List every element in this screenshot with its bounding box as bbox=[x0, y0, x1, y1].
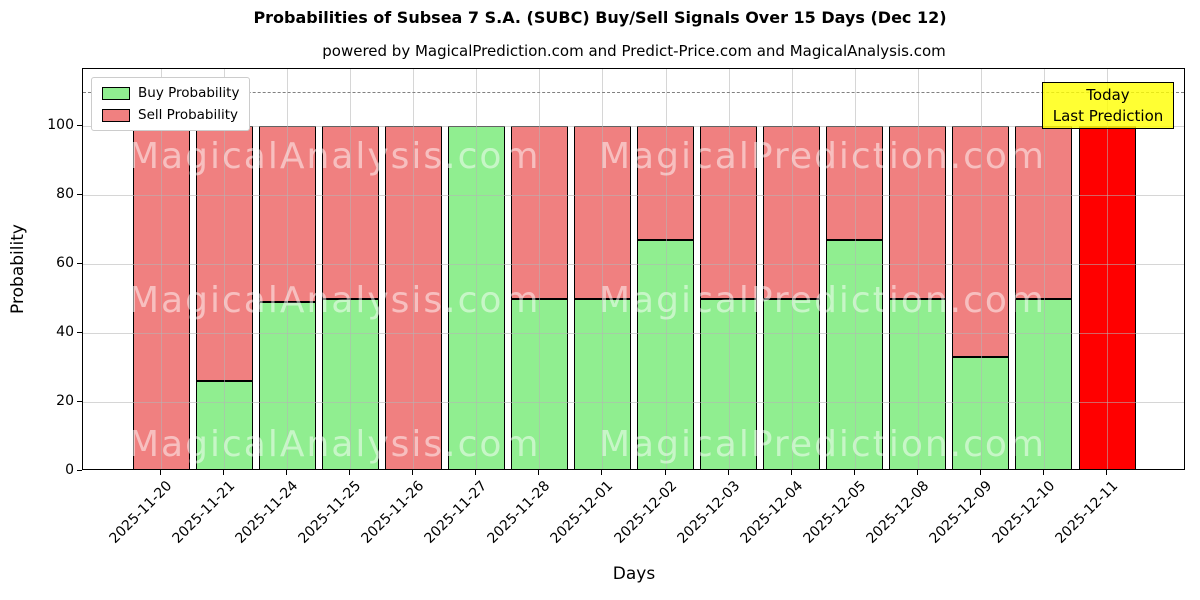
x-tick-label: 2025-11-27 bbox=[421, 478, 491, 547]
x-tick-mark bbox=[664, 470, 666, 475]
gridline-vertical bbox=[539, 69, 541, 469]
gridline-horizontal bbox=[83, 402, 1184, 403]
gridline-vertical bbox=[602, 69, 604, 469]
gridline-vertical bbox=[728, 69, 730, 469]
legend-label-sell: Sell Probability bbox=[138, 107, 239, 123]
gridline-vertical bbox=[350, 69, 352, 469]
x-tick-label: 2025-11-21 bbox=[169, 478, 239, 547]
x-tick-label: 2025-11-25 bbox=[295, 478, 365, 547]
x-tick-mark bbox=[538, 470, 540, 475]
gridline-vertical bbox=[413, 69, 415, 469]
x-tick-label: 2025-12-10 bbox=[989, 478, 1059, 547]
y-tick-mark bbox=[77, 401, 82, 402]
chart-title: Probabilities of Subsea 7 S.A. (SUBC) Bu… bbox=[253, 8, 947, 27]
x-tick-mark bbox=[1106, 470, 1107, 475]
legend-label-buy: Buy Probability bbox=[138, 85, 240, 101]
x-tick-label: 2025-12-11 bbox=[1052, 478, 1122, 547]
y-tick-mark bbox=[77, 263, 82, 264]
y-tick-label: 40 bbox=[56, 324, 74, 340]
x-tick-mark bbox=[601, 470, 603, 475]
x-tick-label: 2025-12-03 bbox=[674, 478, 743, 547]
plot-area: MagicalAnalysis.com MagicalPrediction.com… bbox=[82, 68, 1185, 470]
gridline-vertical bbox=[980, 69, 982, 469]
y-tick-mark bbox=[77, 194, 82, 195]
gridline-horizontal bbox=[83, 195, 1184, 196]
y-tick-label: 0 bbox=[65, 462, 74, 478]
x-tick-mark bbox=[160, 470, 161, 475]
sell-swatch-icon bbox=[102, 108, 130, 122]
x-tick-mark bbox=[286, 470, 288, 475]
today-annotation-line2: Last Prediction bbox=[1052, 106, 1164, 125]
x-tick-label: 2025-12-02 bbox=[610, 478, 680, 547]
y-tick-label: 80 bbox=[56, 186, 74, 202]
gridline-vertical bbox=[287, 69, 289, 469]
x-tick-label: 2025-12-08 bbox=[863, 478, 933, 547]
x-tick-mark bbox=[475, 470, 477, 475]
y-tick-label: 100 bbox=[47, 117, 74, 133]
gridline-vertical bbox=[854, 69, 856, 469]
y-tick-mark bbox=[77, 125, 82, 126]
x-tick-label: 2025-11-24 bbox=[232, 478, 302, 547]
x-tick-label: 2025-11-20 bbox=[106, 478, 176, 547]
gridline-vertical bbox=[1107, 69, 1108, 469]
x-tick-mark bbox=[412, 470, 414, 475]
x-tick-mark bbox=[1042, 470, 1044, 475]
x-tick-label: 2025-12-09 bbox=[926, 478, 996, 547]
x-tick-mark bbox=[853, 470, 855, 475]
chart-subtitle: powered by MagicalPrediction.com and Pre… bbox=[322, 42, 946, 60]
threshold-dashed-line bbox=[83, 91, 1184, 93]
gridline-vertical bbox=[1043, 69, 1045, 469]
x-tick-mark bbox=[790, 470, 792, 475]
gridline-vertical bbox=[476, 69, 478, 469]
x-tick-label: 2025-11-28 bbox=[484, 478, 554, 547]
y-axis-title: Probability bbox=[8, 224, 28, 314]
x-axis-title: Days bbox=[612, 564, 656, 584]
x-tick-label: 2025-12-04 bbox=[737, 478, 806, 547]
gridline-vertical bbox=[161, 69, 162, 469]
gridline-horizontal bbox=[83, 126, 1184, 127]
x-tick-mark bbox=[979, 470, 981, 475]
buy-swatch-icon bbox=[102, 86, 130, 100]
x-tick-mark bbox=[727, 470, 729, 475]
gridline-horizontal bbox=[83, 264, 1184, 265]
x-tick-mark bbox=[223, 470, 225, 475]
y-tick-mark bbox=[77, 332, 82, 333]
x-tick-mark bbox=[349, 470, 351, 475]
legend-item-buy: Buy Probability bbox=[102, 85, 239, 101]
y-tick-label: 60 bbox=[56, 255, 74, 271]
gridline-vertical bbox=[224, 69, 226, 469]
gridline-vertical bbox=[665, 69, 667, 469]
y-tick-mark bbox=[77, 470, 82, 471]
x-tick-mark bbox=[916, 470, 918, 475]
legend: Buy Probability Sell Probability bbox=[91, 77, 251, 131]
x-tick-label: 2025-12-01 bbox=[547, 478, 617, 547]
gridline-horizontal bbox=[83, 333, 1184, 334]
legend-item-sell: Sell Probability bbox=[102, 107, 239, 123]
gridline-vertical bbox=[791, 69, 793, 469]
gridline-vertical bbox=[917, 69, 919, 469]
today-annotation-box: Today Last Prediction bbox=[1042, 82, 1174, 129]
x-tick-label: 2025-11-26 bbox=[358, 478, 428, 547]
today-annotation-line1: Today bbox=[1086, 85, 1130, 104]
y-tick-label: 20 bbox=[56, 393, 74, 409]
x-tick-label: 2025-12-05 bbox=[800, 478, 870, 547]
